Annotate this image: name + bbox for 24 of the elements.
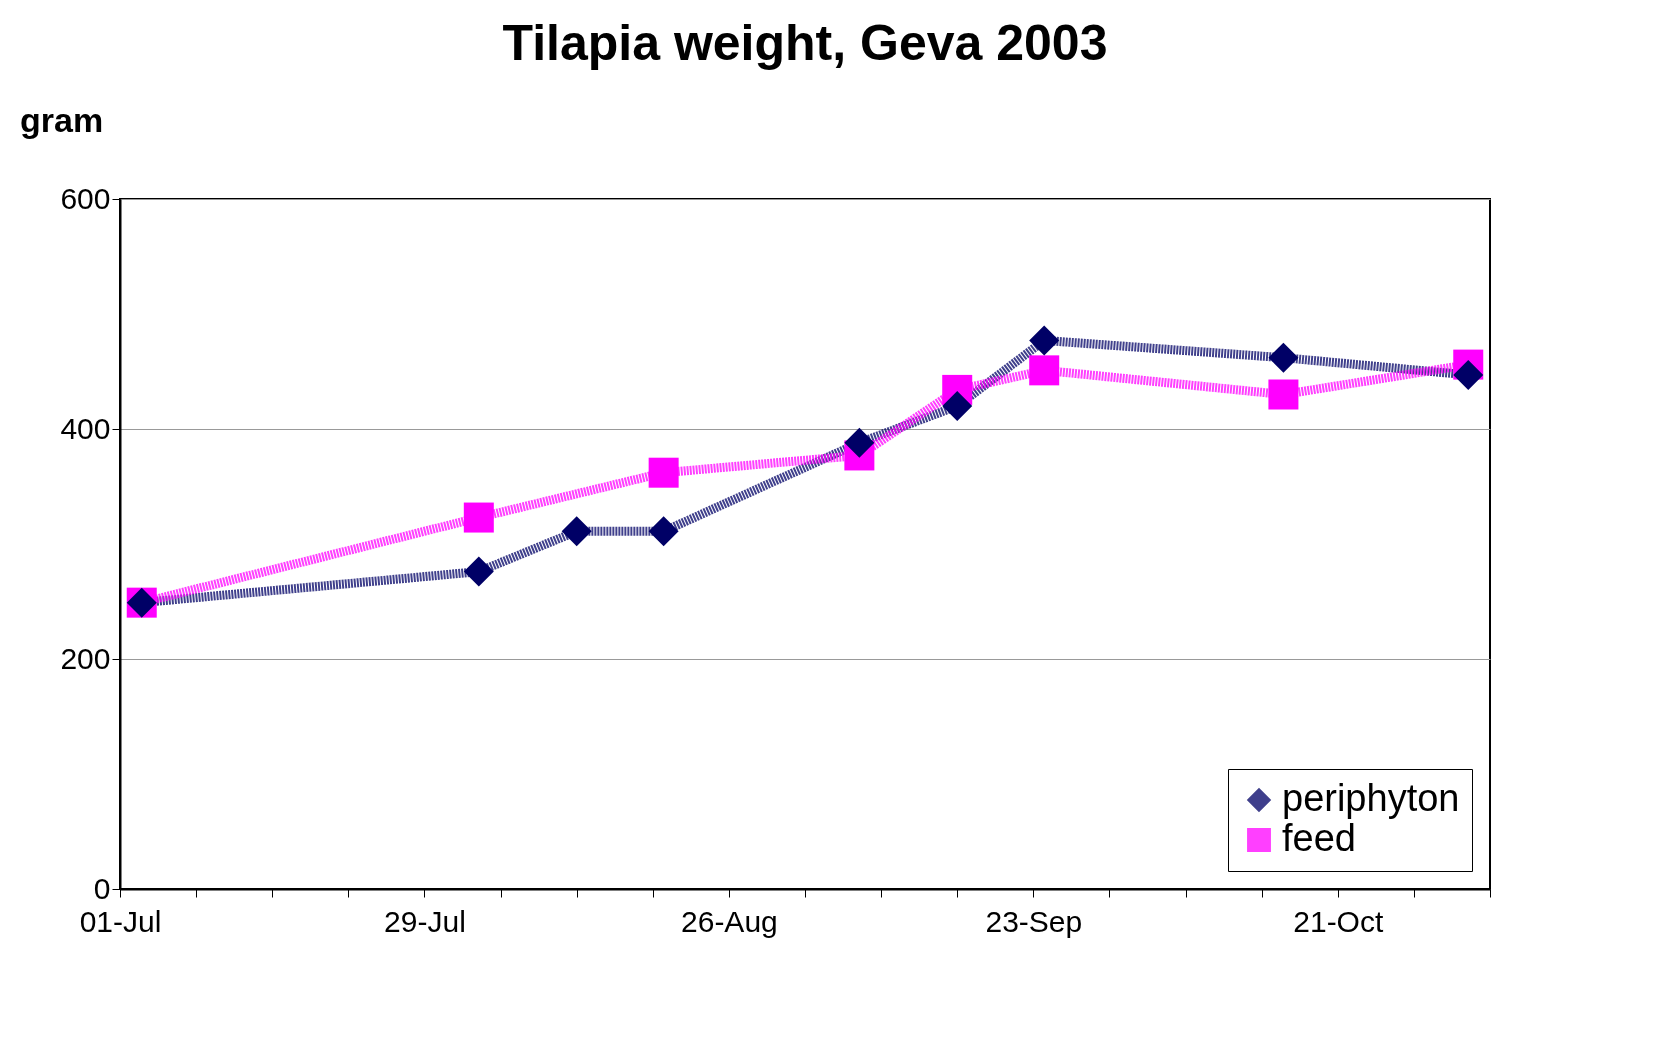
point: [1029, 325, 1060, 356]
y-tick-label: 600: [60, 181, 111, 215]
y-tick-label: 400: [60, 411, 111, 445]
point: [1029, 355, 1060, 386]
point: [942, 391, 973, 421]
point: [648, 516, 679, 547]
x-tick-label: 26-Aug: [681, 904, 778, 938]
y-tick-label: 200: [60, 641, 111, 675]
point: [1268, 342, 1299, 373]
chart-title: Tilapia weight, Geva 2003: [502, 15, 1108, 71]
point: [561, 516, 592, 547]
y-tick-label: 0: [93, 871, 111, 905]
point: [463, 502, 494, 533]
legend-label: periphyton: [1282, 777, 1460, 819]
point: [1453, 359, 1484, 390]
x-tick-label: 21-Oct: [1293, 904, 1384, 938]
point: [844, 427, 875, 458]
point: [648, 457, 679, 488]
point: [1268, 379, 1299, 410]
point: [463, 556, 494, 587]
y-axis-title: gram: [20, 101, 104, 139]
x-tick-label: 29-Jul: [384, 904, 466, 938]
x-tick-label: 01-Jul: [79, 904, 162, 938]
x-tick-label: 23-Sep: [985, 904, 1083, 938]
